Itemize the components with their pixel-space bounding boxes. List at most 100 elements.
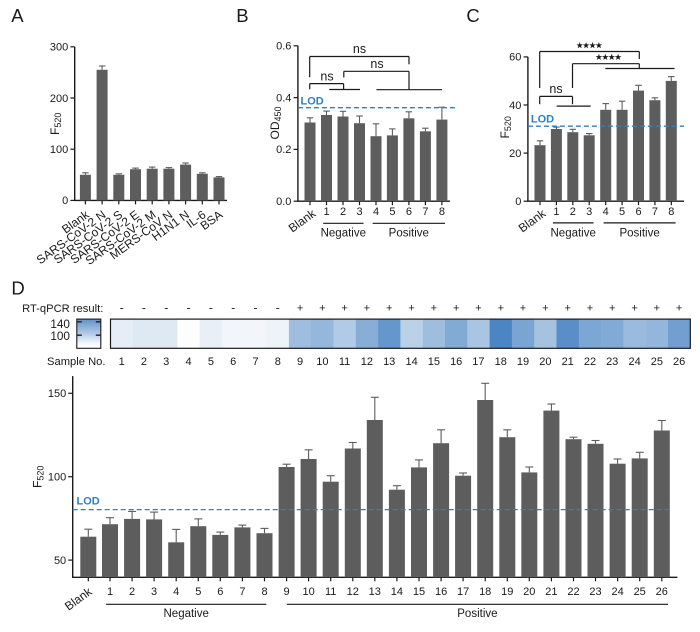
svg-text:Positive: Positive bbox=[389, 228, 429, 240]
svg-text:Positive: Positive bbox=[619, 228, 659, 240]
svg-text:2: 2 bbox=[570, 206, 576, 218]
svg-text:ns: ns bbox=[353, 42, 366, 56]
svg-text:+: + bbox=[341, 302, 347, 314]
svg-text:10: 10 bbox=[316, 356, 328, 368]
svg-text:+: + bbox=[364, 302, 370, 314]
svg-text:9: 9 bbox=[297, 356, 303, 368]
svg-text:7: 7 bbox=[422, 206, 428, 218]
svg-text:2: 2 bbox=[340, 206, 346, 218]
svg-text:Sample No.: Sample No. bbox=[47, 356, 105, 368]
svg-text:5: 5 bbox=[389, 206, 395, 218]
svg-text:1: 1 bbox=[119, 356, 125, 368]
svg-text:14: 14 bbox=[405, 356, 417, 368]
svg-text:0: 0 bbox=[515, 196, 521, 208]
svg-text:3: 3 bbox=[586, 206, 592, 218]
svg-text:100: 100 bbox=[48, 472, 66, 484]
svg-text:50: 50 bbox=[54, 555, 66, 567]
svg-text:0.2: 0.2 bbox=[276, 144, 291, 156]
svg-text:150: 150 bbox=[48, 388, 66, 400]
svg-text:5: 5 bbox=[208, 356, 214, 368]
svg-text:7: 7 bbox=[652, 206, 658, 218]
svg-text:6: 6 bbox=[635, 206, 641, 218]
svg-text:1: 1 bbox=[323, 206, 329, 218]
svg-text:0.0: 0.0 bbox=[276, 196, 291, 208]
svg-text:140: 140 bbox=[50, 317, 70, 331]
svg-text:-: - bbox=[276, 300, 280, 314]
svg-text:300: 300 bbox=[50, 42, 68, 54]
svg-text:+: + bbox=[654, 302, 660, 314]
svg-text:60: 60 bbox=[509, 52, 521, 64]
svg-text:Negative: Negative bbox=[321, 228, 366, 240]
svg-text:15: 15 bbox=[428, 356, 440, 368]
svg-text:15: 15 bbox=[413, 586, 425, 598]
svg-text:18: 18 bbox=[479, 586, 491, 598]
svg-text:4: 4 bbox=[186, 356, 192, 368]
svg-text:Negative: Negative bbox=[164, 608, 209, 620]
svg-text:+: + bbox=[431, 302, 437, 314]
svg-text:23: 23 bbox=[606, 356, 618, 368]
svg-text:-: - bbox=[164, 300, 168, 314]
svg-text:1: 1 bbox=[553, 206, 559, 218]
svg-text:24: 24 bbox=[628, 356, 640, 368]
svg-text:17: 17 bbox=[472, 356, 484, 368]
svg-text:B: B bbox=[236, 5, 248, 26]
svg-text:11: 11 bbox=[339, 356, 350, 368]
svg-text:17: 17 bbox=[457, 586, 469, 598]
svg-text:-: - bbox=[231, 300, 235, 314]
svg-text:12: 12 bbox=[361, 356, 373, 368]
svg-text:+: + bbox=[319, 302, 325, 314]
svg-text:LOD: LOD bbox=[77, 496, 100, 508]
svg-text:19: 19 bbox=[517, 356, 529, 368]
svg-text:8: 8 bbox=[261, 586, 267, 598]
svg-text:21: 21 bbox=[545, 586, 557, 598]
svg-text:+: + bbox=[542, 302, 548, 314]
svg-text:19: 19 bbox=[501, 586, 513, 598]
svg-text:13: 13 bbox=[383, 356, 395, 368]
svg-text:0: 0 bbox=[62, 195, 68, 207]
svg-text:ns: ns bbox=[320, 69, 333, 83]
svg-text:4: 4 bbox=[373, 206, 379, 218]
svg-text:12: 12 bbox=[347, 586, 359, 598]
svg-text:16: 16 bbox=[435, 586, 447, 598]
svg-text:4: 4 bbox=[603, 206, 609, 218]
svg-text:-: - bbox=[187, 300, 191, 314]
svg-text:ns: ns bbox=[549, 82, 562, 96]
svg-text:26: 26 bbox=[656, 586, 668, 598]
svg-text:26: 26 bbox=[673, 356, 685, 368]
svg-text:23: 23 bbox=[589, 586, 601, 598]
svg-text:20: 20 bbox=[523, 586, 535, 598]
svg-text:Positive: Positive bbox=[457, 608, 497, 620]
svg-text:20: 20 bbox=[539, 356, 551, 368]
svg-text:+: + bbox=[453, 302, 459, 314]
svg-text:-: - bbox=[209, 300, 213, 314]
svg-text:20: 20 bbox=[509, 148, 521, 160]
svg-text:C: C bbox=[466, 5, 479, 26]
svg-text:+: + bbox=[587, 302, 593, 314]
svg-text:100: 100 bbox=[50, 329, 70, 343]
svg-text:2: 2 bbox=[129, 586, 135, 598]
svg-text:+: + bbox=[475, 302, 481, 314]
svg-text:10: 10 bbox=[302, 586, 314, 598]
svg-text:+: + bbox=[498, 302, 504, 314]
svg-text:D: D bbox=[11, 277, 24, 298]
svg-text:3: 3 bbox=[151, 586, 157, 598]
svg-text:13: 13 bbox=[369, 586, 381, 598]
svg-text:-: - bbox=[120, 300, 124, 314]
svg-text:3: 3 bbox=[356, 206, 362, 218]
svg-text:7: 7 bbox=[239, 586, 245, 598]
svg-text:14: 14 bbox=[391, 586, 403, 598]
svg-text:25: 25 bbox=[634, 586, 646, 598]
svg-text:2: 2 bbox=[141, 356, 147, 368]
svg-text:A: A bbox=[11, 5, 24, 26]
svg-text:3: 3 bbox=[163, 356, 169, 368]
svg-text:+: + bbox=[564, 302, 570, 314]
svg-text:1: 1 bbox=[107, 586, 113, 598]
svg-text:0.4: 0.4 bbox=[276, 92, 291, 104]
svg-text:5: 5 bbox=[619, 206, 625, 218]
svg-text:+: + bbox=[297, 302, 303, 314]
svg-text:+: + bbox=[609, 302, 615, 314]
svg-text:200: 200 bbox=[50, 93, 68, 105]
svg-text:0.6: 0.6 bbox=[276, 41, 291, 53]
svg-text:-: - bbox=[254, 300, 258, 314]
svg-text:40: 40 bbox=[509, 100, 521, 112]
